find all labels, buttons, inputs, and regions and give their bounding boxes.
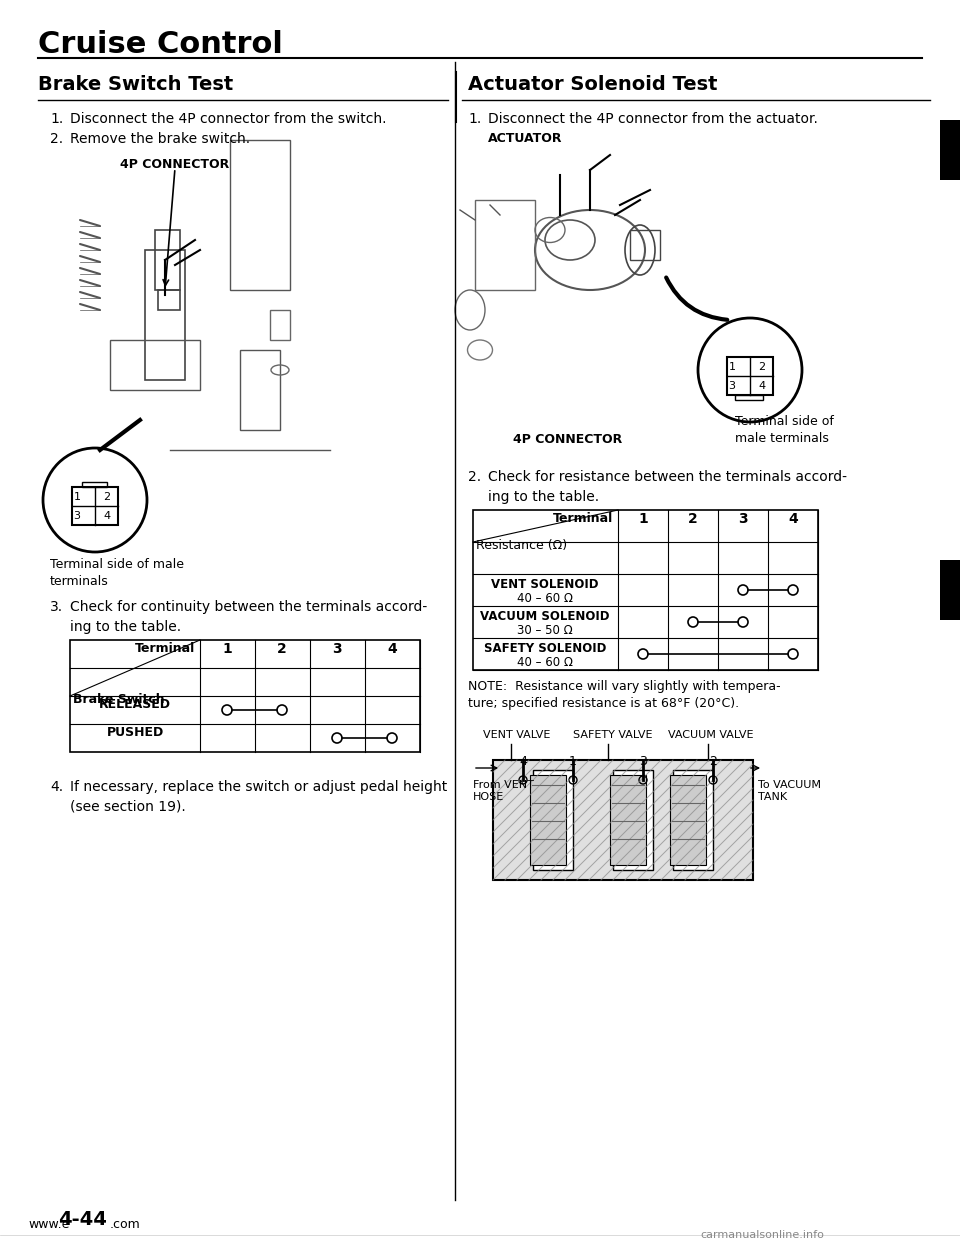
Text: 1: 1 (222, 642, 232, 656)
Text: 3: 3 (738, 512, 748, 527)
Text: Terminal side of
male terminals: Terminal side of male terminals (735, 415, 834, 445)
Bar (270, 310, 290, 340)
Text: 4.: 4. (50, 780, 63, 794)
Text: 2: 2 (104, 492, 110, 502)
Bar (240, 350, 280, 430)
Bar (670, 775, 706, 864)
Text: To VACUUM
TANK: To VACUUM TANK (758, 780, 821, 801)
Text: Terminal side of male
terminals: Terminal side of male terminals (50, 558, 184, 587)
Text: PUSHED: PUSHED (107, 727, 163, 739)
Text: 2.: 2. (468, 469, 481, 484)
Bar (475, 200, 535, 289)
Text: Remove the brake switch.: Remove the brake switch. (70, 132, 251, 147)
Text: 3: 3 (74, 510, 81, 520)
Text: 1: 1 (729, 361, 735, 373)
Text: 4: 4 (104, 510, 110, 520)
Bar (230, 140, 290, 289)
Bar (673, 770, 713, 869)
Text: 30 – 50 Ω: 30 – 50 Ω (517, 623, 573, 637)
Text: 1: 1 (638, 512, 648, 527)
Text: RELEASED: RELEASED (99, 698, 171, 710)
Text: 3: 3 (332, 642, 342, 656)
Bar (530, 775, 566, 864)
Text: Terminal: Terminal (553, 512, 613, 525)
Bar (940, 120, 960, 180)
Bar (735, 395, 763, 400)
Text: 4: 4 (519, 755, 527, 768)
Bar (155, 230, 180, 289)
Text: 4-44: 4-44 (58, 1210, 107, 1230)
Text: carmanualsonline.info: carmanualsonline.info (700, 1230, 824, 1240)
Bar (158, 289, 180, 310)
Text: NOTE:  Resistance will vary slightly with tempera-
ture; specified resistance is: NOTE: Resistance will vary slightly with… (468, 681, 780, 710)
Text: 40 – 60 Ω: 40 – 60 Ω (517, 592, 573, 605)
Text: Disconnect the 4P connector from the actuator.: Disconnect the 4P connector from the act… (488, 112, 818, 125)
Text: 2: 2 (277, 642, 287, 656)
Polygon shape (940, 145, 958, 165)
Text: 4: 4 (758, 381, 765, 391)
Text: 4: 4 (788, 512, 798, 527)
Text: .com: .com (110, 1218, 141, 1231)
Text: If necessary, replace the switch or adjust pedal height
(see section 19).: If necessary, replace the switch or adju… (70, 780, 447, 814)
Text: 2.: 2. (50, 132, 63, 147)
Text: 40 – 60 Ω: 40 – 60 Ω (517, 656, 573, 669)
Text: Brake Switch: Brake Switch (73, 693, 164, 705)
Text: 2: 2 (709, 755, 717, 768)
Text: Brake Switch Test: Brake Switch Test (38, 75, 233, 94)
Text: 2: 2 (758, 361, 765, 373)
Bar (110, 340, 200, 390)
Bar (145, 250, 185, 380)
Text: 3: 3 (729, 381, 735, 391)
Text: 1: 1 (569, 755, 577, 768)
Text: SAFETY VALVE: SAFETY VALVE (573, 730, 653, 740)
Text: 3: 3 (639, 755, 647, 768)
Text: 1.: 1. (50, 112, 63, 125)
Text: Check for resistance between the terminals accord-
ing to the table.: Check for resistance between the termina… (488, 469, 847, 503)
Text: VACUUM VALVE: VACUUM VALVE (668, 730, 754, 740)
Bar (473, 510, 818, 669)
Text: 2: 2 (688, 512, 698, 527)
Text: SAFETY SOLENOID: SAFETY SOLENOID (484, 642, 606, 655)
Bar (940, 560, 960, 620)
Text: Disconnect the 4P connector from the switch.: Disconnect the 4P connector from the swi… (70, 112, 387, 125)
Text: Cruise Control: Cruise Control (38, 30, 283, 60)
Bar (613, 770, 653, 869)
Text: www.e: www.e (28, 1218, 69, 1231)
Bar (493, 760, 753, 881)
Bar (70, 640, 420, 751)
Text: 3.: 3. (50, 600, 63, 614)
Text: Check for continuity between the terminals accord-
ing to the table.: Check for continuity between the termina… (70, 600, 427, 633)
Text: Actuator Solenoid Test: Actuator Solenoid Test (468, 75, 717, 94)
Text: VENT VALVE: VENT VALVE (483, 730, 550, 740)
Text: 1.: 1. (468, 112, 481, 125)
Text: VENT SOLENOID: VENT SOLENOID (492, 578, 599, 591)
Bar (727, 356, 773, 395)
Text: Resistance (Ω): Resistance (Ω) (476, 539, 567, 551)
Text: 4P CONNECTOR: 4P CONNECTOR (120, 158, 229, 171)
Bar (610, 775, 646, 864)
Text: From VENT
HOSE: From VENT HOSE (473, 780, 534, 801)
Text: 4P CONNECTOR: 4P CONNECTOR (513, 433, 622, 446)
Text: Terminal: Terminal (134, 642, 195, 655)
Text: 1: 1 (74, 492, 81, 502)
Text: 4: 4 (387, 642, 396, 656)
Bar (630, 230, 660, 260)
Text: VACUUM SOLENOID: VACUUM SOLENOID (480, 610, 610, 623)
Bar (72, 487, 118, 525)
Bar (82, 482, 107, 487)
Bar (533, 770, 573, 869)
Text: ACTUATOR: ACTUATOR (488, 132, 563, 145)
